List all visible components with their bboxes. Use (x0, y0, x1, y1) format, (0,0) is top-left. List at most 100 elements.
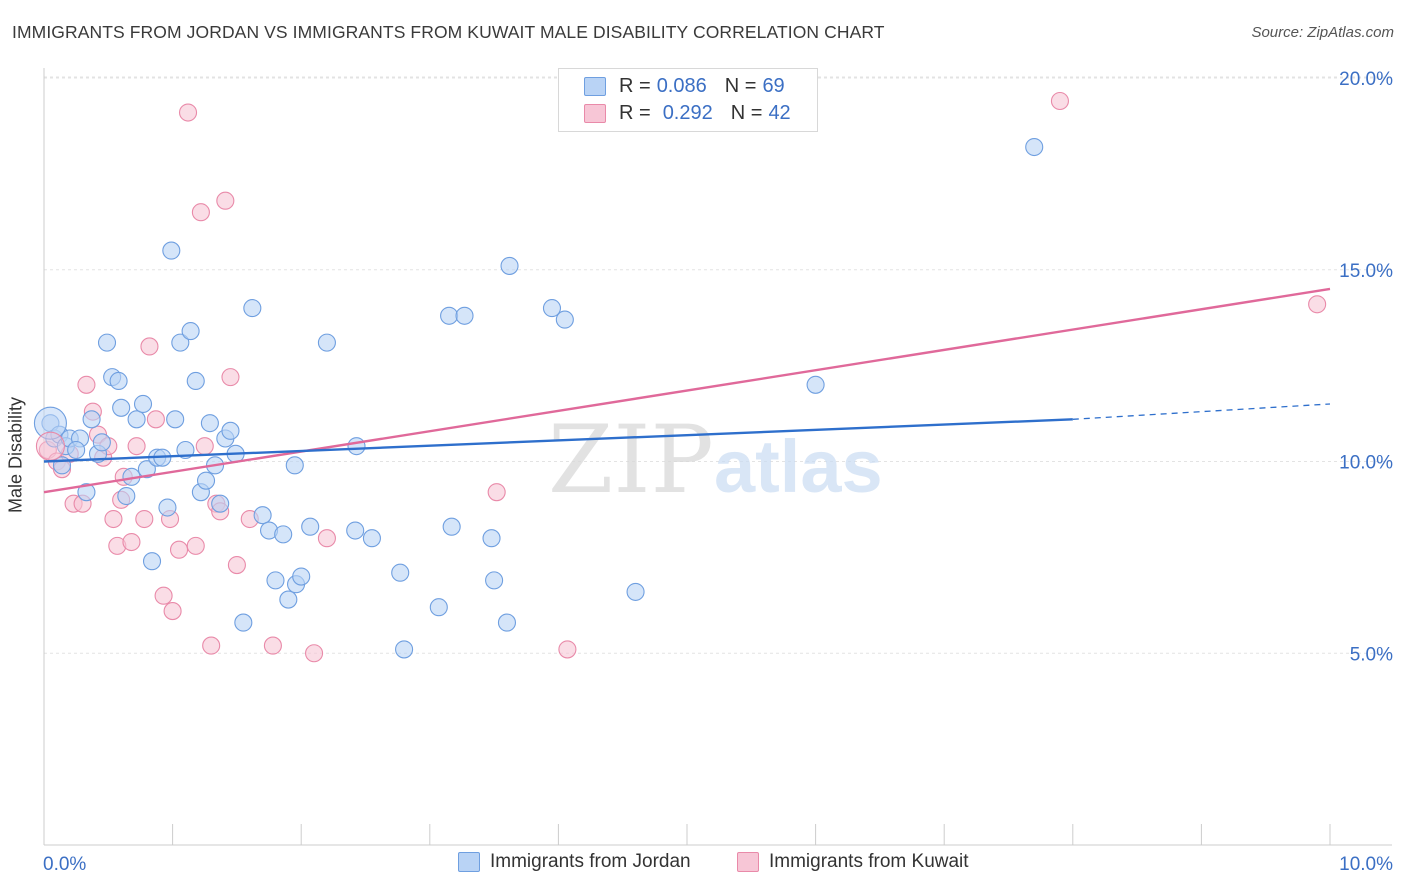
jordan-point (274, 525, 293, 544)
bottom-kuwait-label: Immigrants from Kuwait (769, 851, 969, 872)
kuwait-point (186, 536, 205, 555)
jordan-point (497, 613, 517, 632)
jordan-r-value: 0.086 (656, 74, 707, 97)
jordan-point (137, 460, 156, 479)
jordan-point (482, 529, 501, 548)
kuwait-point (558, 640, 577, 659)
jordan-point (317, 333, 336, 352)
watermark-atlas: atlas (714, 425, 883, 508)
jordan-point (117, 486, 136, 506)
kuwait-point (221, 368, 240, 387)
kuwait-point (163, 602, 182, 621)
jordan-point (279, 590, 298, 609)
jordan-point (200, 414, 219, 433)
jordan-point (362, 529, 381, 548)
jordan-trend-extension (1072, 403, 1331, 420)
jordan-point (440, 306, 459, 325)
jordan-point-large (33, 406, 67, 440)
jordan-swatch (584, 77, 606, 96)
kuwait-point (169, 540, 189, 559)
jordan-point (186, 371, 205, 391)
jordan-point (253, 506, 272, 525)
kuwait-point (77, 375, 96, 394)
jordan-point (346, 521, 365, 540)
jordan-point (442, 517, 461, 536)
jordan-point (171, 333, 190, 352)
y-tick-label: 5.0% (1350, 644, 1393, 665)
kuwait-r-label: R = (619, 101, 651, 124)
kuwait-n-value: 42 (768, 101, 791, 124)
jordan-point (234, 613, 253, 632)
gridlines (44, 76, 1392, 654)
jordan-point (221, 421, 240, 440)
jordan-point (109, 371, 128, 391)
bottom-legend-kuwait: Immigrants from Kuwait (737, 851, 969, 873)
kuwait-point (216, 191, 235, 210)
kuwait-point (191, 203, 210, 222)
kuwait-n-label: N = (730, 101, 763, 124)
jordan-point (142, 552, 162, 571)
kuwait-r-value: 0.292 (662, 101, 713, 124)
kuwait-point (127, 437, 146, 456)
x-tick-label-end: 10.0% (1339, 854, 1393, 875)
kuwait-point (146, 410, 165, 429)
jordan-point (77, 483, 96, 502)
jordan-point (133, 394, 153, 414)
trend-lines (43, 287, 1331, 494)
x-tick-label-start: 0.0% (43, 854, 86, 875)
jordan-point (176, 440, 195, 460)
kuwait-point (227, 555, 246, 575)
jordan-point (92, 433, 111, 452)
kuwait-trend-line (43, 287, 1331, 494)
jordan-point (1025, 137, 1044, 157)
y-tick-label: 10.0% (1339, 453, 1393, 474)
kuwait-point (202, 636, 221, 655)
jordan-point (127, 410, 146, 429)
jordan-point (292, 567, 311, 586)
jordan-trend-line (43, 418, 1073, 463)
kuwait-point (104, 509, 123, 529)
chart-title: IMMIGRANTS FROM JORDAN VS IMMIGRANTS FRO… (12, 22, 885, 42)
jordan-r-label: R = (619, 74, 651, 97)
kuwait-swatch (584, 104, 606, 123)
bottom-legend-jordan: Immigrants from Jordan (458, 851, 691, 873)
jordan-point (158, 498, 177, 517)
jordan-point (500, 256, 519, 275)
jordan-point (67, 440, 86, 460)
jordan-point (485, 571, 504, 590)
kuwait-point (178, 103, 198, 122)
jordan-point (97, 333, 117, 352)
jordan-n-label: N = (724, 74, 757, 97)
kuwait-point (1050, 91, 1069, 111)
y-tick-label: 20.0% (1339, 69, 1393, 90)
bottom-jordan-label: Immigrants from Jordan (490, 851, 691, 872)
kuwait-point (305, 644, 324, 663)
source-credit: Source: ZipAtlas.com (1251, 24, 1394, 41)
kuwait-points (38, 91, 1327, 663)
watermark-zip: ZIP (548, 406, 714, 515)
jordan-point (181, 322, 200, 341)
tick-labels: 5.0% 10.0% 15.0% 20.0% 0.0% 10.0% (43, 69, 1393, 875)
stats-legend: R = 0.086 N = 69 R = 0.292 N = 42 (558, 68, 818, 132)
jordan-point (243, 299, 262, 318)
jordan-point (626, 582, 645, 601)
jordan-point (391, 563, 410, 582)
jordan-point (347, 437, 366, 456)
bottom-kuwait-swatch (737, 852, 759, 872)
bottom-jordan-swatch (458, 852, 480, 872)
y-tick-label: 15.0% (1339, 261, 1393, 282)
kuwait-point (195, 437, 214, 456)
jordan-point (162, 241, 181, 260)
kuwait-point (154, 586, 173, 605)
kuwait-point (140, 337, 159, 356)
kuwait-point (122, 532, 141, 552)
jordan-points (33, 137, 1044, 659)
kuwait-point (135, 509, 154, 529)
jordan-n-value: 69 (762, 74, 785, 97)
jordan-point (82, 410, 101, 429)
kuwait-point (317, 529, 336, 548)
jordan-point (395, 640, 414, 659)
jordan-point (429, 598, 448, 617)
watermark: ZIP atlas (548, 406, 883, 515)
